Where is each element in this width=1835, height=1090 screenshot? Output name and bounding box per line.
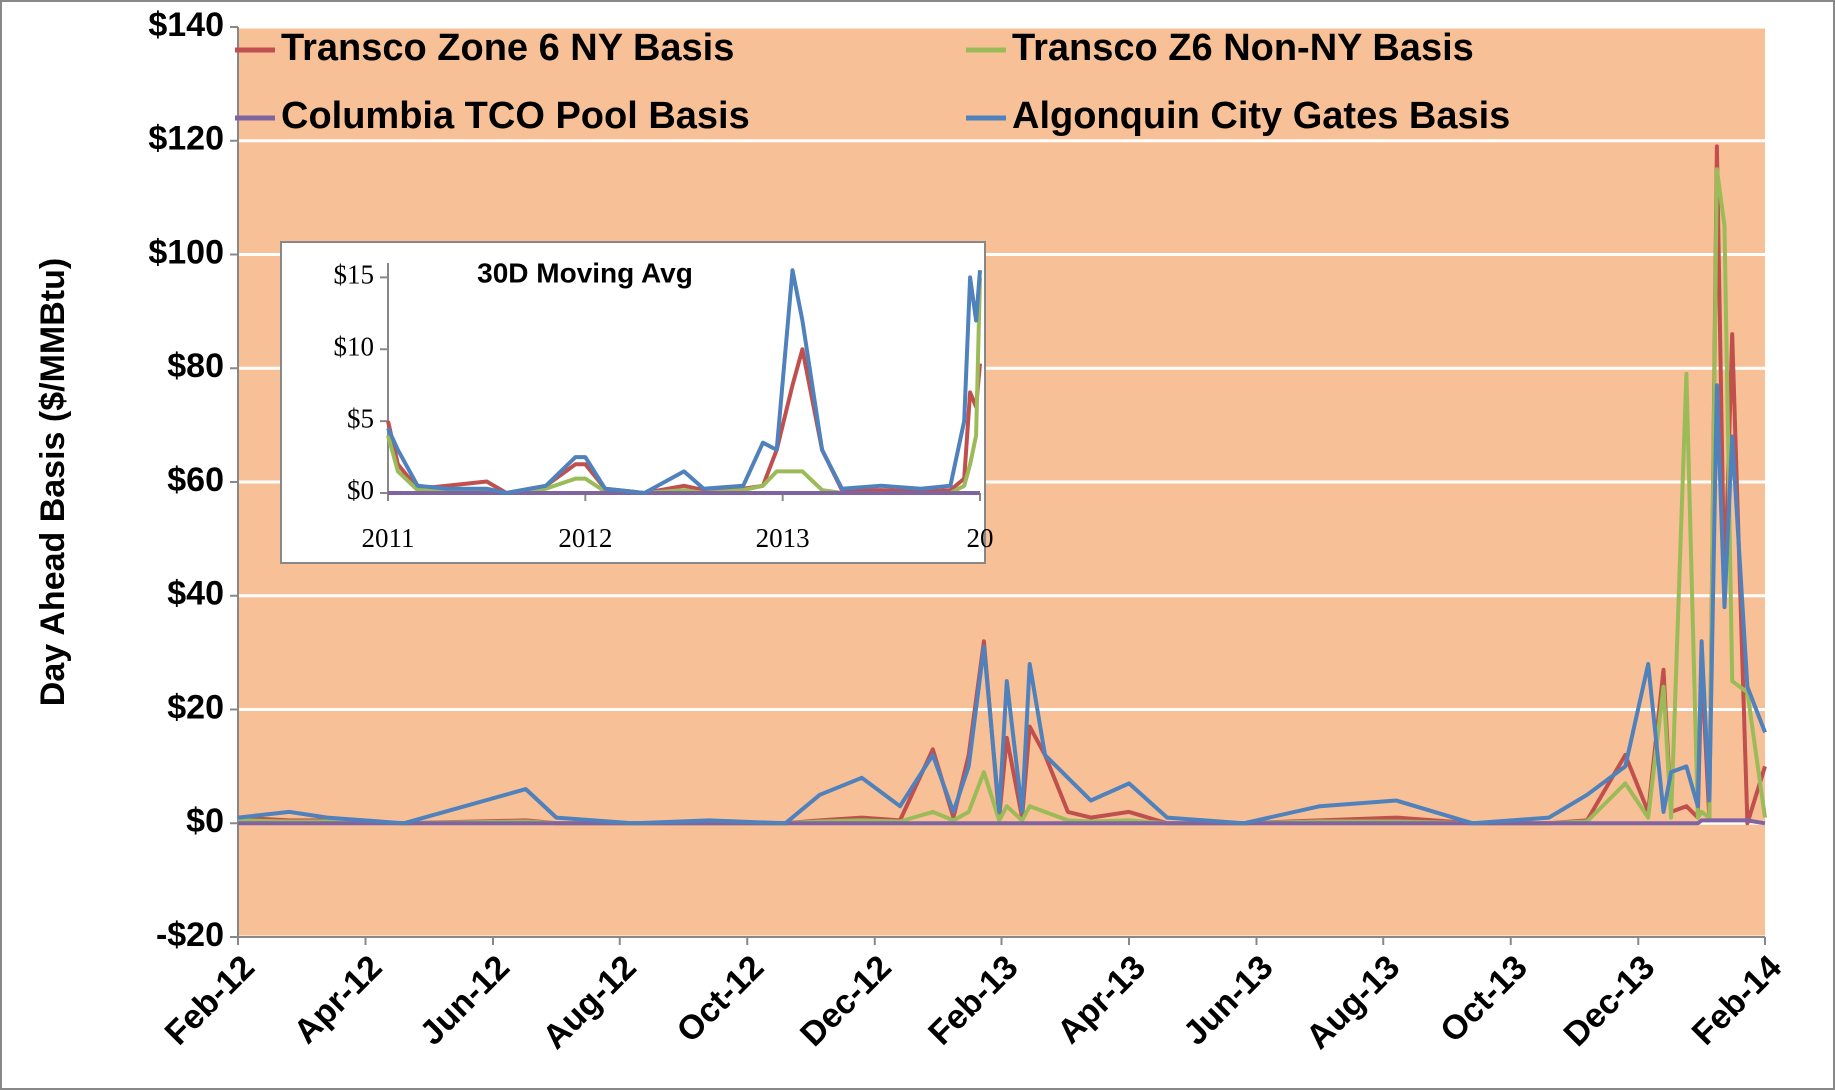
inset-frame — [280, 241, 986, 564]
legend-label: Algonquin City Gates Basis — [1012, 95, 1510, 137]
inset-title: 30D Moving Avg — [477, 257, 693, 288]
x-tick-label: 2013 — [756, 523, 810, 553]
y-tick-label: $140 — [148, 6, 224, 44]
y-tick-label: $5 — [347, 403, 374, 433]
y-tick-label: $15 — [334, 260, 375, 290]
y-tick-label: $0 — [347, 475, 374, 505]
y-axis-label: Day Ahead Basis ($/MMBtu) — [34, 258, 72, 706]
y-tick-label: $0 — [186, 802, 224, 840]
y-tick-label: $120 — [148, 120, 224, 158]
legend-label: Transco Z6 Non-NY Basis — [1012, 27, 1474, 69]
y-tick-label: $20 — [167, 688, 224, 726]
legend-label: Transco Zone 6 NY Basis — [281, 27, 734, 69]
y-tick-label: $80 — [167, 347, 224, 385]
y-tick-label: $10 — [334, 331, 375, 361]
series-line — [386, 268, 982, 495]
y-tick-label: $40 — [167, 575, 224, 613]
series-line — [237, 383, 1767, 826]
y-tick-label: -$20 — [156, 916, 224, 954]
series-line — [238, 818, 1766, 826]
x-tick-label: 20 — [967, 523, 994, 553]
y-tick-label: $100 — [148, 233, 224, 271]
legend-label: Columbia TCO Pool Basis — [281, 95, 750, 137]
x-tick-label: 2011 — [362, 523, 415, 553]
x-tick-label: 2012 — [558, 523, 612, 553]
y-tick-label: $60 — [167, 461, 224, 499]
